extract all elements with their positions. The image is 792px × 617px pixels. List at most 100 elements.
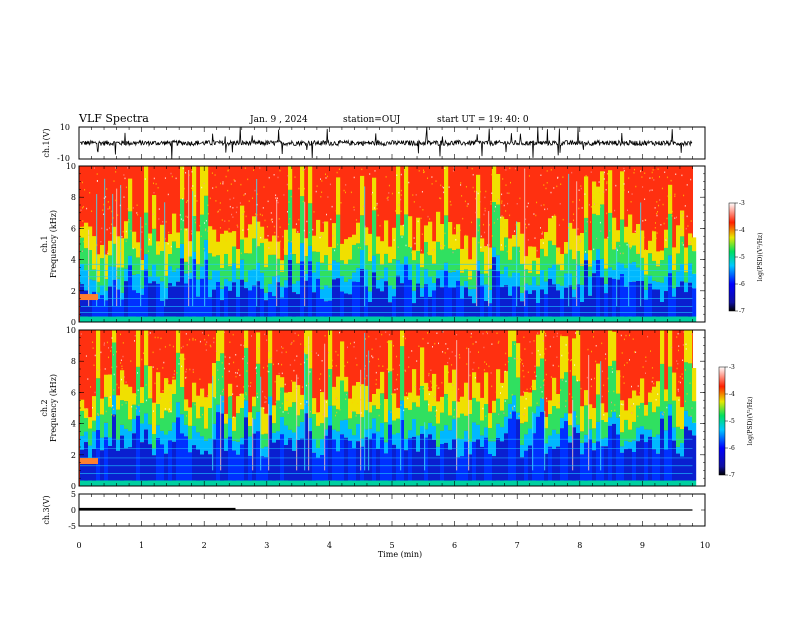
spectrogram-speckle — [266, 226, 268, 228]
spectrogram-cell — [148, 276, 153, 284]
spectrogram-cell — [224, 423, 229, 439]
spectrogram-cell — [172, 316, 177, 322]
spectrogram-speckle — [521, 395, 523, 397]
spectrogram-cell — [208, 226, 213, 254]
spectrogram-speckle — [238, 369, 240, 371]
spectrogram-speckle — [527, 239, 529, 241]
spectrogram-speckle — [578, 349, 580, 351]
spectrogram-speckle — [624, 364, 625, 366]
spectrogram-cell — [168, 283, 173, 317]
spectrogram-cell — [620, 219, 625, 264]
spectrogram-speckle — [676, 216, 677, 219]
spectrogram-cell — [272, 423, 277, 433]
spectrogram-cell — [624, 449, 629, 481]
spectrogram-cell — [624, 480, 629, 486]
spectrogram-cell — [168, 316, 173, 322]
spectrogram-speckle — [685, 227, 687, 230]
spectrogram-cell — [328, 330, 333, 369]
spectrogram-cell — [464, 316, 469, 322]
spectrogram-speckle — [245, 393, 247, 396]
spectrogram-cell — [684, 316, 689, 322]
spectrogram-speckle — [674, 195, 676, 197]
spectrogram-cell — [196, 449, 201, 481]
spectrogram-cell — [556, 247, 561, 265]
spectrogram-cell — [204, 397, 209, 429]
spectrogram-cell — [380, 264, 385, 279]
spectrogram-speckle — [399, 364, 401, 366]
spectrogram-cell — [624, 242, 629, 269]
spectrogram-cell — [492, 247, 497, 258]
spectrogram-speckle — [498, 340, 500, 343]
y-tick-label: 5 — [71, 490, 76, 499]
spectrogram-speckle — [99, 368, 101, 371]
spectrogram-speckle — [536, 249, 538, 252]
spectrogram-speckle — [574, 369, 576, 371]
spectrogram-speckle — [459, 356, 461, 359]
spectrogram-speckle — [559, 203, 561, 205]
spectrogram-speckle — [411, 350, 413, 352]
spectrogram-cell — [204, 239, 209, 260]
spectrogram-speckle — [144, 178, 146, 180]
spectrogram-cell — [520, 480, 525, 486]
spectrogram-speckle — [356, 364, 358, 366]
spectrogram-cell — [552, 480, 557, 486]
spectrogram-speckle — [369, 173, 371, 175]
spectrogram-cell — [532, 480, 537, 486]
spectrogram-speckle — [214, 396, 216, 399]
spectrogram-cell — [256, 480, 261, 486]
spectrogram-cell — [620, 316, 625, 322]
spectrogram-cell — [572, 411, 577, 428]
spectrogram-speckle — [397, 374, 399, 376]
spectrogram-cell — [652, 231, 657, 261]
spectrogram-speckle — [274, 231, 276, 234]
spectrogram-speckle — [125, 388, 127, 390]
y-tick-label: 10 — [66, 326, 76, 335]
spectrogram-speckle — [631, 405, 633, 407]
spectrogram-cell — [364, 437, 369, 481]
spectrogram-cell — [460, 396, 465, 414]
spectrogram-speckle — [415, 194, 417, 196]
spectrogram-cell — [456, 224, 461, 249]
spectrogram-cell — [148, 424, 153, 445]
spectrogram-cell — [244, 330, 249, 348]
spectrogram-cell — [556, 264, 561, 284]
spectrogram-cell — [468, 289, 473, 297]
spectrogram-cell — [408, 430, 413, 439]
spectrogram-speckle — [494, 206, 496, 208]
spectrogram-cell — [348, 398, 353, 419]
spectrogram-cell — [156, 480, 161, 486]
spectrogram-cell — [360, 175, 365, 216]
spectrogram-speckle — [109, 227, 110, 229]
spectrogram-cell — [160, 251, 165, 282]
spectrogram-speckle — [491, 343, 493, 345]
spectrogram-cell — [392, 259, 397, 289]
spectrogram-cell — [456, 401, 461, 418]
spectrogram-speckle — [431, 386, 433, 389]
spectrogram-speckle — [122, 355, 124, 358]
spectrogram-cell — [92, 316, 97, 322]
spectrogram-speckle — [159, 397, 161, 399]
spectrogram-speckle — [560, 183, 562, 185]
spectrogram-cell — [404, 256, 409, 265]
spectrogram-speckle — [182, 345, 184, 348]
spectrogram-cell — [332, 386, 337, 406]
spectrogram-cell — [428, 255, 433, 278]
spectrogram-cell — [588, 266, 593, 277]
spectrogram-cell — [480, 480, 485, 486]
spectrogram-speckle — [593, 336, 594, 338]
spectrogram-cell — [376, 449, 381, 481]
spectrogram-speckle — [244, 167, 246, 169]
spectrogram-cell — [280, 377, 285, 388]
spectrogram-cell — [276, 241, 281, 259]
spectrogram-cell — [208, 297, 213, 317]
spectrogram-cell — [136, 366, 141, 406]
spectrogram-cell — [676, 453, 681, 481]
spectrogram-cell — [388, 480, 393, 486]
spectrogram-speckle — [310, 194, 312, 196]
spectrogram-streak — [260, 376, 262, 471]
spectrogram-speckle — [131, 406, 133, 408]
spectrogram-cell — [288, 429, 293, 439]
spectrogram-cell — [588, 404, 593, 420]
spectrogram-cell — [624, 420, 629, 441]
spectrogram-cell — [544, 417, 549, 429]
